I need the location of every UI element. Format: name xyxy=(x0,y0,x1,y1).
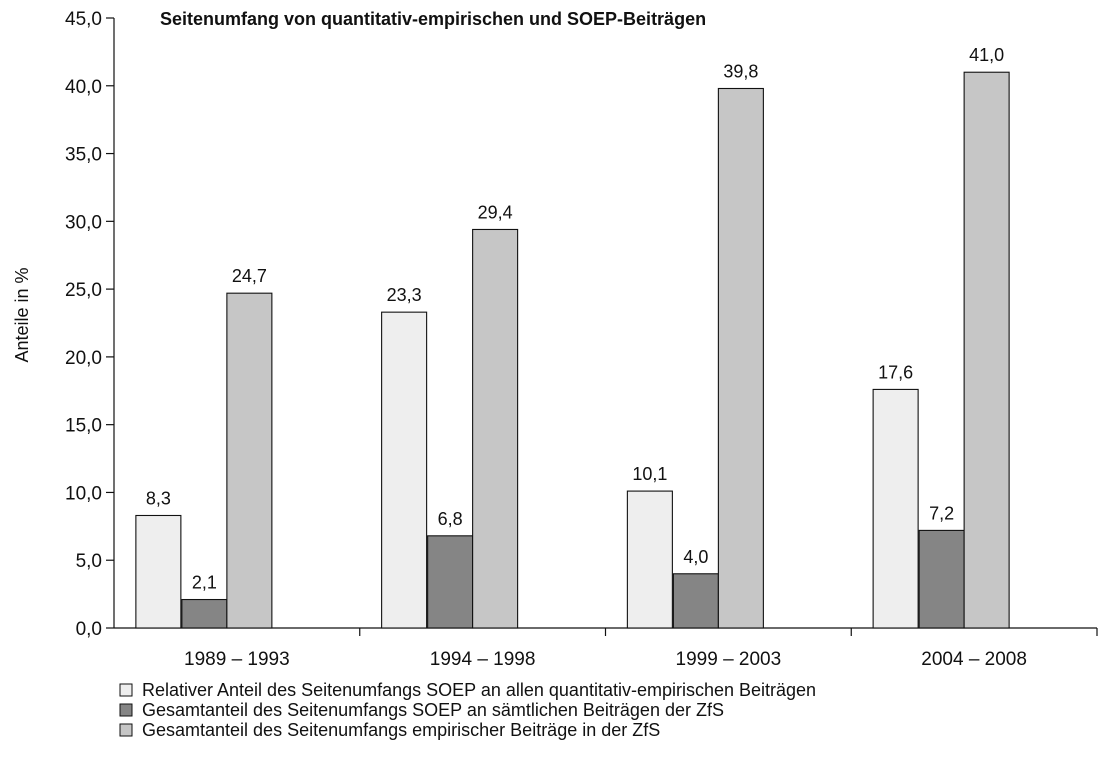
bar xyxy=(872,388,919,629)
legend-item-label: Gesamtanteil des Seitenumfangs SOEP an s… xyxy=(142,700,724,720)
bars xyxy=(135,71,1010,629)
y-tick-label: 0,0 xyxy=(76,619,102,640)
y-tick-label: 30,0 xyxy=(65,212,102,233)
y-tick-label: 15,0 xyxy=(65,416,102,437)
category-label: 1994 – 1998 xyxy=(430,649,536,670)
bar xyxy=(672,573,719,629)
chart-title: Seitenumfang von quantitativ-empirischen… xyxy=(160,9,706,29)
bar-data-label: 39,8 xyxy=(723,61,758,81)
bar xyxy=(963,71,1010,629)
bar xyxy=(918,529,965,629)
bar xyxy=(135,514,182,629)
bar xyxy=(381,311,428,629)
category-label: 1989 – 1993 xyxy=(184,649,290,670)
y-tick-label: 10,0 xyxy=(65,483,102,504)
legend-swatch xyxy=(119,683,133,697)
bar-data-label: 8,3 xyxy=(146,488,171,508)
bar xyxy=(427,535,474,629)
y-tick-label: 35,0 xyxy=(65,145,102,166)
category-label: 2004 – 2008 xyxy=(921,649,1027,670)
bar-data-label: 6,8 xyxy=(438,509,463,529)
bar xyxy=(181,598,228,629)
legend-item-label: Gesamtanteil des Seitenumfangs empirisch… xyxy=(142,720,660,740)
category-labels: 1989 – 1993 1994 – 1998 1999 – 2003 2004 – … xyxy=(184,649,1027,670)
bar-data-label: 2,1 xyxy=(192,573,217,593)
bar-data-label: 10,1 xyxy=(632,464,667,484)
bar-data-label: 23,3 xyxy=(387,285,422,305)
bar-data-label: 7,2 xyxy=(929,503,954,523)
legend-swatch xyxy=(119,703,133,717)
data-labels: 8,3 2,1 24,7 23,3 6,8 29,4 10,1 4,0 39,8 17,6 7,2 4… xyxy=(146,45,1004,592)
y-tick-label: 45,0 xyxy=(65,9,102,30)
y-axis-label: Anteile in % xyxy=(12,267,32,362)
legend-item-label: Relativer Anteil des Seitenumfangs SOEP … xyxy=(142,680,816,700)
y-tick-label: 5,0 xyxy=(76,551,102,572)
bar-data-label: 4,0 xyxy=(683,547,708,567)
bar-data-label: 29,4 xyxy=(478,202,513,222)
bar-data-label: 24,7 xyxy=(232,266,267,286)
bar xyxy=(226,292,273,629)
y-tick-label: 25,0 xyxy=(65,280,102,301)
bar xyxy=(472,228,519,629)
y-axis-ticks: 0,0 5,0 10,0 15,0 20,0 25,0 30,0 35,0 40,0 45,0 xyxy=(65,9,1098,640)
legend-swatch xyxy=(119,723,133,737)
bar-data-label: 17,6 xyxy=(878,362,913,382)
y-tick-label: 20,0 xyxy=(65,348,102,369)
bar xyxy=(717,87,764,629)
category-label: 1999 – 2003 xyxy=(676,649,782,670)
bar xyxy=(626,490,673,629)
legend: Relativer Anteil des Seitenumfangs SOEP … xyxy=(119,680,816,740)
y-tick-label: 40,0 xyxy=(65,77,102,98)
bar-data-label: 41,0 xyxy=(969,45,1004,65)
